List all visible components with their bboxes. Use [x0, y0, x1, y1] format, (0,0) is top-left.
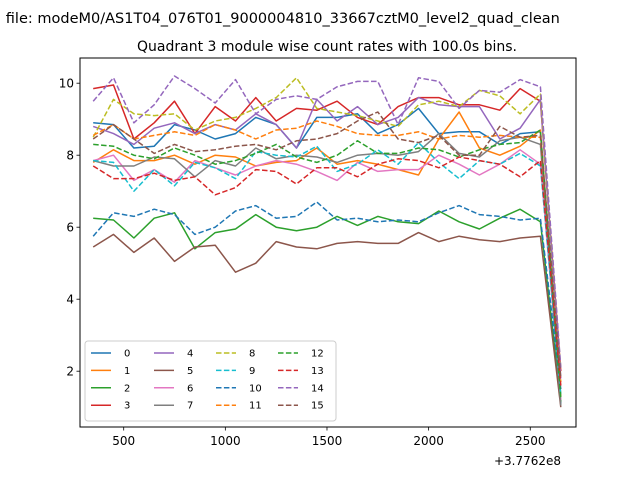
legend-label-3: 3	[124, 401, 130, 412]
y-tick-label: 8	[66, 149, 74, 163]
legend-label-14: 14	[311, 383, 324, 394]
series-line-0	[93, 107, 562, 404]
y-tick-label: 2	[66, 365, 74, 379]
series-line-15	[92, 111, 562, 379]
x-tick-label: 1500	[312, 434, 343, 448]
legend-label-4: 4	[187, 349, 193, 360]
series-line-12	[93, 129, 562, 399]
legend-label-15: 15	[311, 401, 324, 412]
x-tick-label: 2000	[413, 434, 444, 448]
series-line-3	[93, 84, 562, 372]
legend-label-5: 5	[187, 366, 193, 377]
legend-label-11: 11	[249, 401, 262, 412]
legend-label-8: 8	[249, 349, 255, 360]
y-tick-label: 4	[66, 293, 74, 307]
series-line-14	[92, 75, 562, 368]
x-tick-label: 2500	[515, 434, 546, 448]
legend-label-2: 2	[124, 383, 130, 394]
legend-label-0: 0	[124, 349, 130, 360]
series-line-8	[92, 77, 562, 370]
legend-label-10: 10	[249, 383, 262, 394]
chart-title: Quadrant 3 module wise count rates with …	[137, 39, 517, 55]
series-line-1	[92, 111, 562, 397]
plot-area	[92, 75, 562, 408]
legend-box	[84, 340, 337, 422]
legend-label-1: 1	[124, 366, 130, 377]
legend-label-6: 6	[187, 383, 193, 394]
x-tick-label: 500	[112, 434, 135, 448]
y-axis: 2 4 6 8 10	[59, 77, 80, 379]
y-tick-label: 6	[66, 221, 74, 235]
series-line-5	[92, 231, 562, 408]
axes-frame	[79, 57, 577, 428]
series-line-4	[92, 96, 562, 379]
series-line-6	[93, 149, 562, 401]
legend-label-12: 12	[311, 349, 324, 360]
series-line-13	[92, 156, 562, 386]
x-axis: 500 1000 1500 2000 2500	[112, 427, 546, 448]
x-tick-label: 1000	[210, 434, 241, 448]
series-line-10	[92, 201, 562, 390]
legend-label-7: 7	[187, 401, 193, 412]
y-tick-label: 10	[59, 77, 74, 91]
figure-suptitle: n file: modeM0/AS1T04_076T01_9000004810_…	[0, 11, 560, 27]
x-offset-label: +3.7762e8	[494, 454, 561, 468]
legend-label-13: 13	[311, 366, 324, 377]
legend-label-9: 9	[249, 366, 255, 377]
